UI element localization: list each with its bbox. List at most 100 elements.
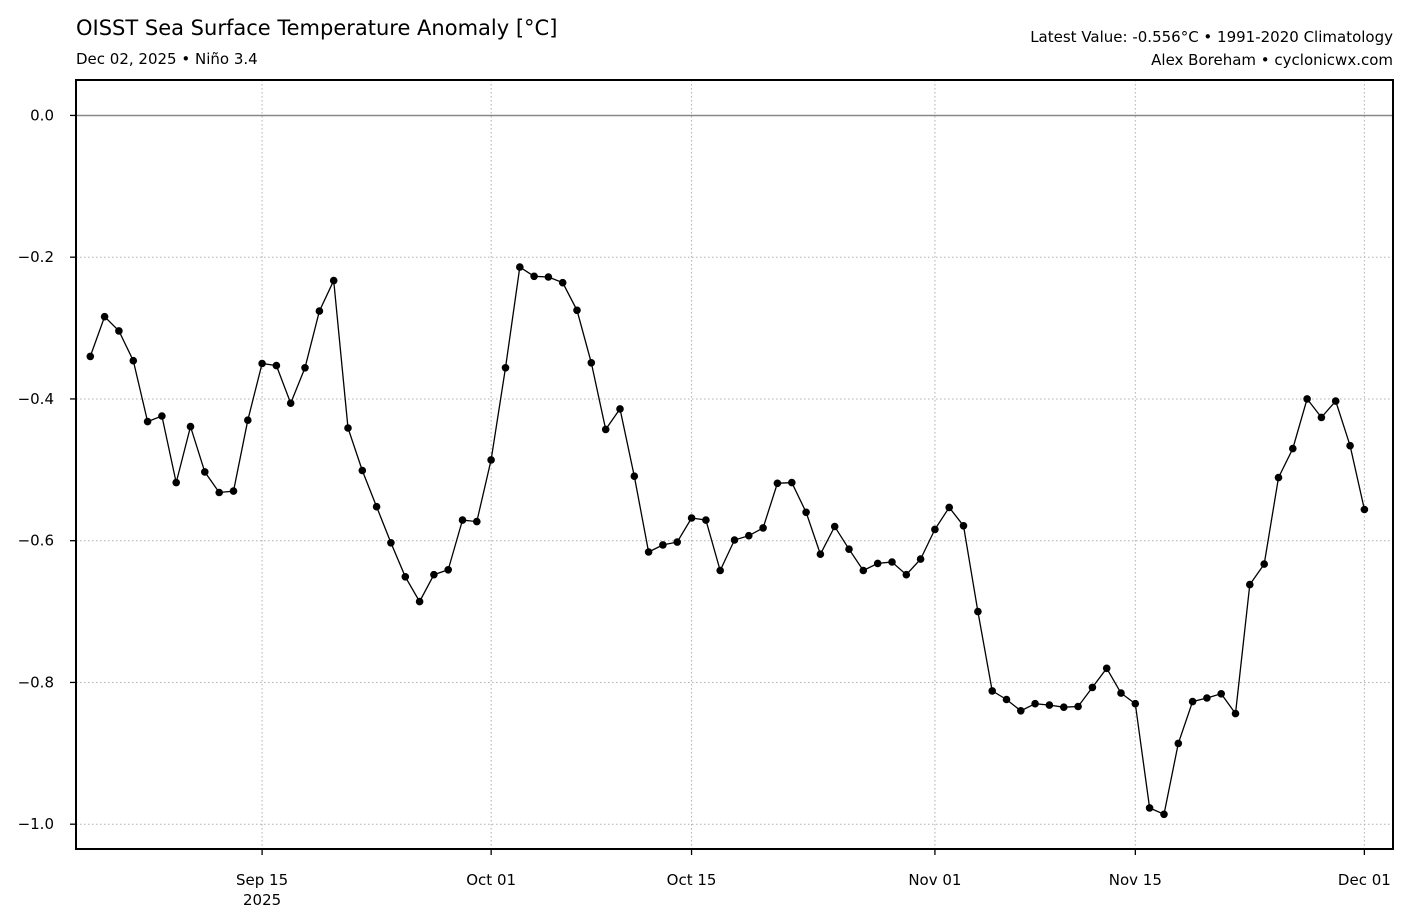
data-point — [530, 272, 538, 281]
data-point — [1331, 397, 1340, 405]
data-point — [888, 558, 896, 566]
data-point — [573, 306, 581, 315]
data-point — [115, 327, 123, 335]
data-point — [1031, 699, 1039, 708]
data-point — [816, 550, 825, 558]
data-point — [1088, 683, 1097, 692]
data-point — [1117, 689, 1125, 697]
data-point — [344, 424, 352, 432]
data-point — [100, 312, 109, 321]
x-tick-label: Sep 15 — [236, 871, 288, 889]
data-point — [301, 364, 309, 372]
data-point — [387, 539, 395, 547]
data-point — [730, 536, 739, 544]
latest-value-text: Latest Value: -0.556°C • 1991-2020 Clima… — [1030, 28, 1393, 46]
data-point — [1045, 701, 1054, 709]
data-point — [516, 263, 524, 271]
data-point — [702, 516, 710, 524]
data-point — [845, 545, 853, 553]
data-point — [315, 307, 324, 315]
data-point — [859, 566, 868, 575]
x-tick-year-label: 2025 — [243, 891, 281, 909]
data-point — [372, 502, 381, 511]
data-point — [401, 573, 410, 581]
attribution-text: Alex Boreham • cyclonicwx.com — [1151, 51, 1393, 69]
data-point — [501, 364, 510, 372]
data-point — [1246, 580, 1254, 589]
data-point — [1346, 441, 1354, 450]
x-tick-label: Oct 01 — [466, 871, 516, 889]
chart-title: OISST Sea Surface Temperature Anomaly [°… — [76, 16, 558, 40]
data-point — [1174, 739, 1183, 748]
y-tick-label: 0.0 — [30, 106, 54, 124]
plot-frame — [75, 79, 1394, 850]
data-point — [1074, 702, 1082, 711]
y-tick-label: −0.8 — [18, 673, 54, 691]
data-point — [1360, 505, 1369, 514]
y-tick-label: −1.0 — [18, 815, 54, 833]
data-point — [1017, 707, 1025, 715]
data-point — [916, 555, 925, 563]
data-point — [172, 478, 180, 487]
data-point — [1188, 697, 1197, 706]
data-point — [644, 548, 653, 556]
data-point — [687, 514, 696, 522]
y-tick-label: −0.2 — [18, 248, 54, 266]
data-point — [473, 517, 481, 526]
data-point — [1002, 695, 1011, 704]
data-point — [630, 472, 639, 481]
data-point — [988, 687, 996, 695]
data-point — [745, 531, 753, 540]
data-point — [544, 273, 553, 281]
x-tick-label: Nov 01 — [908, 871, 961, 889]
data-point — [286, 399, 295, 408]
data-point — [759, 524, 767, 532]
data-point — [358, 466, 367, 475]
data-point — [1231, 709, 1240, 718]
chart-subtitle: Dec 02, 2025 • Niño 3.4 — [76, 50, 258, 68]
data-point — [272, 361, 281, 370]
data-point — [215, 488, 223, 497]
data-point — [959, 522, 968, 530]
x-axis: Sep 15 2025 Oct 01 Oct 15 Nov 01 Nov 15 Dec 01 — [236, 849, 1391, 909]
data-point — [1289, 444, 1297, 453]
y-axis: 0.0 −0.2 −0.4 −0.6 −0.8 −1.0 — [18, 106, 76, 833]
data-point — [1060, 703, 1068, 711]
data-point — [945, 503, 953, 512]
data-point — [143, 417, 152, 426]
data-point — [329, 276, 338, 285]
x-tick-label: Oct 15 — [667, 871, 717, 889]
data-point — [1203, 694, 1211, 702]
data-point — [830, 522, 839, 531]
data-point — [802, 508, 810, 517]
data-point — [902, 570, 911, 579]
data-point — [458, 516, 467, 524]
data-point — [616, 405, 624, 413]
data-point — [931, 525, 939, 534]
anomaly-series-points — [86, 263, 1369, 819]
x-tick-label: Dec 01 — [1338, 871, 1391, 889]
data-point — [201, 468, 209, 476]
data-point — [558, 278, 567, 287]
data-point — [1217, 690, 1225, 698]
data-point — [158, 412, 166, 420]
grid-lines — [76, 80, 1393, 849]
data-point — [229, 487, 238, 495]
data-point — [487, 456, 495, 464]
data-point — [873, 559, 882, 568]
x-tick-label: Nov 15 — [1109, 871, 1162, 889]
data-point — [1102, 664, 1111, 673]
data-point — [1303, 395, 1311, 403]
data-point — [186, 422, 195, 431]
data-point — [444, 566, 453, 574]
data-point — [86, 352, 95, 361]
data-point — [773, 479, 782, 488]
data-point — [601, 425, 610, 434]
y-tick-label: −0.4 — [18, 390, 54, 408]
y-tick-label: −0.6 — [18, 532, 54, 550]
data-point — [258, 359, 266, 368]
data-point — [1260, 560, 1268, 568]
data-point — [129, 356, 138, 365]
data-point — [415, 597, 424, 606]
